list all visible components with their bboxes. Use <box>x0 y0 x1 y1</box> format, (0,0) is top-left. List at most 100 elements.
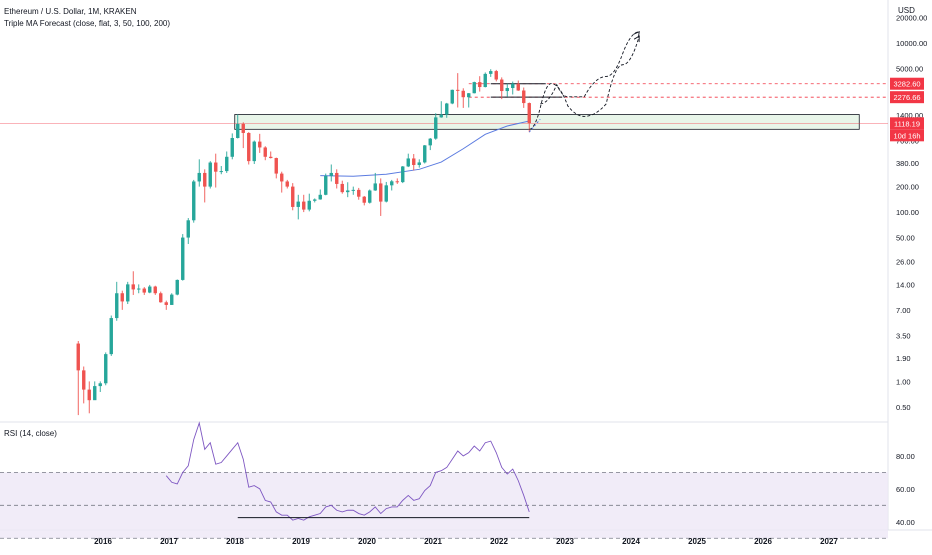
candle-body[interactable] <box>511 83 515 89</box>
candle-body[interactable] <box>93 386 97 401</box>
candle-body[interactable] <box>450 89 454 104</box>
candle-body[interactable] <box>120 293 124 302</box>
candle-body[interactable] <box>467 93 471 98</box>
candle-body[interactable] <box>362 196 366 203</box>
candle-body[interactable] <box>258 141 262 148</box>
candle-body[interactable] <box>263 147 267 157</box>
candle-body[interactable] <box>428 138 432 146</box>
candle-body[interactable] <box>379 183 383 202</box>
forecast-path[interactable] <box>529 35 640 130</box>
candle-body[interactable] <box>522 90 526 104</box>
candle-body[interactable] <box>296 201 300 207</box>
candle-body[interactable] <box>252 141 256 162</box>
forecast-path[interactable] <box>540 31 640 105</box>
candle-body[interactable] <box>307 200 311 210</box>
candle-body[interactable] <box>197 172 201 182</box>
candle-body[interactable] <box>494 71 498 80</box>
candle-body[interactable] <box>368 190 372 203</box>
candle-body[interactable] <box>527 103 531 124</box>
main-pane[interactable] <box>0 0 888 420</box>
candle-body[interactable] <box>76 343 80 371</box>
candle-body[interactable] <box>461 90 465 98</box>
candle-body[interactable] <box>104 354 108 384</box>
candle-body[interactable] <box>412 158 416 165</box>
candle-body[interactable] <box>417 162 421 165</box>
candle-body[interactable] <box>153 286 157 294</box>
price-tick-label: 1.00 <box>896 377 911 386</box>
candle-body[interactable] <box>181 237 185 280</box>
candle-body[interactable] <box>164 302 168 305</box>
candle-body[interactable] <box>109 318 113 355</box>
candle-body[interactable] <box>335 172 339 184</box>
candle-body[interactable] <box>131 284 135 290</box>
candle-body[interactable] <box>137 288 141 290</box>
time-tick-label: 2018 <box>226 537 244 546</box>
candle-body[interactable] <box>351 189 355 191</box>
candle-body[interactable] <box>472 82 476 94</box>
candle-body[interactable] <box>445 103 449 115</box>
forecast-arrowhead <box>633 30 640 38</box>
candle-body[interactable] <box>115 293 119 319</box>
candle-body[interactable] <box>489 71 493 74</box>
price-tick-label: 380.00 <box>896 159 919 168</box>
candle-body[interactable] <box>516 83 520 91</box>
rsi-line <box>165 421 530 521</box>
candle-body[interactable] <box>285 181 289 187</box>
candle-body[interactable] <box>247 132 251 162</box>
price-tick-label: 1400.00 <box>896 111 923 120</box>
candle-body[interactable] <box>456 89 460 91</box>
candle-body[interactable] <box>87 389 91 401</box>
candle-body[interactable] <box>505 88 509 92</box>
candle-body[interactable] <box>357 189 361 197</box>
price-tick-label: 26.00 <box>896 258 915 267</box>
candle-body[interactable] <box>390 181 394 186</box>
candle-body[interactable] <box>346 190 350 193</box>
candle-body[interactable] <box>478 82 482 88</box>
candle-body[interactable] <box>406 158 410 167</box>
candle-body[interactable] <box>203 172 207 187</box>
price-tick-label: 10000.00 <box>896 39 927 48</box>
candle-body[interactable] <box>192 181 196 221</box>
candle-body[interactable] <box>340 183 344 193</box>
candle-body[interactable] <box>500 79 504 92</box>
candle-body[interactable] <box>241 123 245 133</box>
candle-body[interactable] <box>313 199 317 201</box>
candle-body[interactable] <box>373 183 377 191</box>
candle-body[interactable] <box>170 294 174 305</box>
candle-body[interactable] <box>280 173 284 182</box>
candle-body[interactable] <box>401 166 405 183</box>
candle-body[interactable] <box>302 201 306 210</box>
indicator-title: Triple MA Forecast (close, flat, 3, 50, … <box>4 19 170 28</box>
candle-body[interactable] <box>126 284 130 302</box>
candle-body[interactable] <box>329 172 333 176</box>
candle-body[interactable] <box>423 145 427 163</box>
price-tick-label: 7.00 <box>896 306 911 315</box>
candle-body[interactable] <box>230 138 234 157</box>
candle-body[interactable] <box>148 286 152 293</box>
candle-body[interactable] <box>236 123 240 139</box>
candle-body[interactable] <box>483 73 487 88</box>
candle-body[interactable] <box>175 279 179 295</box>
candle-body[interactable] <box>225 156 229 172</box>
candle-body[interactable] <box>208 162 212 187</box>
candle-body[interactable] <box>159 293 163 303</box>
candle-body[interactable] <box>318 194 322 200</box>
candle-body[interactable] <box>186 220 190 238</box>
candle-body[interactable] <box>291 186 295 207</box>
support-zone[interactable] <box>234 114 860 130</box>
forecast-arrow[interactable] <box>528 118 541 133</box>
candle-body[interactable] <box>434 117 438 139</box>
candle-body[interactable] <box>214 162 218 172</box>
candle-body[interactable] <box>142 288 146 293</box>
candle-body[interactable] <box>219 171 223 173</box>
candle-body[interactable] <box>82 370 86 390</box>
candle-body[interactable] <box>395 181 399 183</box>
candle-body[interactable] <box>439 114 443 118</box>
candle-body[interactable] <box>324 175 328 195</box>
candle-body[interactable] <box>98 383 102 387</box>
candle-body[interactable] <box>274 158 278 174</box>
candle-body[interactable] <box>269 156 273 159</box>
candle-body[interactable] <box>384 185 388 202</box>
